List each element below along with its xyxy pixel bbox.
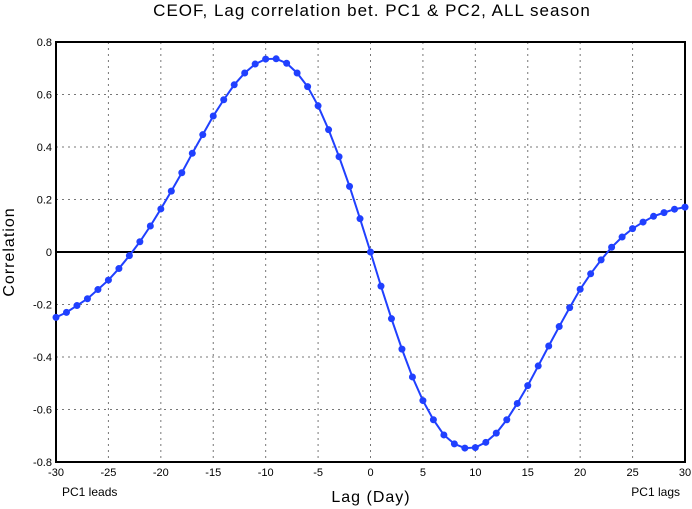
data-point <box>346 182 354 190</box>
data-point <box>398 345 406 353</box>
data-point <box>94 286 102 294</box>
data-point <box>492 429 500 437</box>
y-tick-label: 0.6 <box>37 90 52 102</box>
data-point <box>157 205 165 213</box>
data-point <box>639 218 647 226</box>
x-tick-label: -15 <box>205 467 221 479</box>
data-point <box>534 362 542 370</box>
data-point <box>241 69 249 77</box>
x-tick-label: -20 <box>153 467 169 479</box>
data-point <box>482 438 490 446</box>
data-point <box>52 313 60 321</box>
x-tick-label: 10 <box>469 467 481 479</box>
data-point <box>545 342 553 350</box>
data-point <box>62 308 70 316</box>
data-point <box>408 373 416 381</box>
data-point <box>461 444 469 452</box>
data-point <box>83 295 91 303</box>
x-tick-label: 20 <box>574 467 586 479</box>
x-tick-label: 15 <box>522 467 534 479</box>
data-point <box>115 265 123 273</box>
data-point <box>524 382 532 390</box>
y-tick-label: 0.4 <box>37 142 52 154</box>
x-axis-label: Lag (Day) <box>331 489 410 506</box>
data-point <box>450 440 458 448</box>
data-point <box>251 60 259 68</box>
data-point <box>367 248 374 256</box>
chart-title: CEOF, Lag correlation bet. PC1 & PC2, AL… <box>153 1 591 20</box>
y-tick-label: 0 <box>46 247 52 259</box>
data-point <box>104 276 112 284</box>
data-point <box>314 102 322 110</box>
data-point <box>293 69 301 77</box>
data-point <box>618 233 626 241</box>
x-tick-label: 30 <box>679 467 691 479</box>
data-point <box>262 55 270 63</box>
y-tick-label: 0.8 <box>37 37 52 49</box>
x-tick-label: -10 <box>258 467 274 479</box>
data-point <box>608 243 616 251</box>
y-tick-label: -0.2 <box>33 300 52 312</box>
data-point <box>199 131 207 139</box>
x-tick-label: -5 <box>313 467 323 479</box>
x-tick-label: -30 <box>48 467 64 479</box>
data-point <box>629 225 637 233</box>
data-point <box>566 304 574 312</box>
x-tick-label: 0 <box>367 467 373 479</box>
data-point <box>419 397 427 405</box>
data-point <box>146 222 154 230</box>
data-point <box>513 399 521 407</box>
data-point <box>178 169 186 177</box>
data-point <box>125 252 133 260</box>
data-point <box>555 323 563 331</box>
data-point <box>209 112 217 120</box>
annotation-pc1-leads: PC1 leads <box>62 485 117 499</box>
y-tick-label: -0.6 <box>33 405 52 417</box>
x-tick-label: 5 <box>420 467 426 479</box>
data-point <box>283 59 291 67</box>
data-point <box>230 81 238 89</box>
x-tick-label: -25 <box>100 467 116 479</box>
data-point <box>660 209 668 217</box>
data-point <box>335 153 343 161</box>
y-tick-label: -0.8 <box>33 457 52 469</box>
data-point <box>304 83 312 91</box>
data-point <box>429 416 437 424</box>
y-axis-label: Correlation <box>1 207 18 296</box>
data-point <box>440 431 448 439</box>
data-point <box>167 187 175 195</box>
data-point <box>587 270 595 278</box>
y-tick-label: -0.4 <box>33 352 52 364</box>
data-point <box>220 96 228 104</box>
data-point <box>377 282 385 290</box>
data-point <box>576 285 584 293</box>
data-point <box>503 416 511 424</box>
plot-frame <box>55 41 686 463</box>
data-point <box>650 212 658 220</box>
data-point <box>387 315 395 323</box>
data-point <box>136 238 144 246</box>
data-point <box>671 205 679 213</box>
data-point <box>356 215 364 223</box>
data-point <box>681 203 689 211</box>
annotation-pc1-lags: PC1 lags <box>631 485 680 499</box>
data-point <box>471 444 479 452</box>
data-point <box>272 55 280 63</box>
data-point <box>597 256 605 264</box>
x-tick-label: 25 <box>626 467 638 479</box>
data-point <box>325 126 333 134</box>
data-point <box>188 149 196 157</box>
data-point <box>73 302 81 310</box>
y-tick-label: 0.2 <box>37 195 52 207</box>
